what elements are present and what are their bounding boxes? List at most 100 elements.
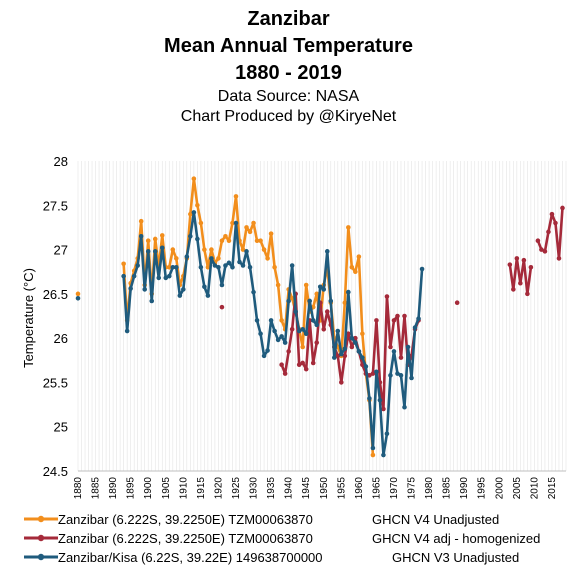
data-point — [356, 254, 362, 259]
data-point — [159, 233, 165, 238]
data-point — [303, 282, 309, 288]
data-point — [265, 348, 270, 353]
data-point — [553, 220, 558, 226]
data-point — [191, 176, 197, 182]
x-tick-label: 1925 — [231, 477, 242, 500]
legend-entry-v4-unadjusted: Zanzibar (6.222S, 39.2250E) TZM00063870 … — [0, 510, 577, 528]
data-point — [198, 220, 204, 226]
data-point — [195, 236, 200, 242]
y-tick-label: 25.5 — [43, 375, 68, 390]
data-point — [279, 318, 284, 323]
x-tick-label: 1905 — [161, 477, 172, 500]
chart-title-line-1: Zanzibar — [247, 8, 330, 30]
data-point — [170, 247, 176, 252]
y-tick-label: 26.5 — [43, 287, 68, 302]
data-point — [518, 280, 523, 286]
data-point — [145, 249, 151, 254]
data-point — [363, 364, 369, 369]
data-point — [226, 238, 232, 244]
data-point — [142, 287, 148, 292]
data-point — [381, 452, 386, 458]
data-point — [310, 318, 316, 323]
data-point — [335, 328, 341, 334]
data-point — [514, 256, 520, 261]
data-point — [314, 322, 320, 328]
data-point — [395, 371, 400, 376]
data-point — [314, 340, 320, 345]
data-point — [237, 259, 242, 265]
legend-swatch-v3-unadjusted — [24, 553, 58, 561]
data-point — [152, 249, 158, 254]
data-point — [289, 326, 295, 332]
x-tick-label: 1975 — [407, 477, 418, 500]
data-point — [251, 289, 256, 295]
y-tick-label: 27.5 — [43, 198, 68, 213]
data-point — [254, 238, 260, 244]
data-point — [181, 287, 186, 292]
chart-title-line-3: 1880 - 2019 — [235, 62, 342, 84]
data-point — [209, 247, 214, 252]
y-tick-label: 27 — [54, 243, 68, 258]
y-tick-label: 25 — [54, 420, 68, 435]
data-point — [384, 294, 390, 299]
data-point — [174, 256, 179, 261]
data-point — [331, 355, 337, 360]
data-point — [324, 249, 330, 254]
data-point — [342, 353, 348, 359]
data-point — [240, 247, 246, 252]
legend-name-v3-unadjusted: Zanzibar/Kisa (6.22S, 39.22E) 1496387000… — [58, 550, 323, 565]
data-point — [166, 273, 172, 279]
data-point — [188, 233, 193, 239]
data-point — [342, 346, 348, 352]
legend-source-v3-unadjusted: GHCN V3 Unadjusted — [392, 550, 520, 565]
data-point — [124, 328, 130, 334]
data-point — [528, 264, 534, 270]
data-point — [251, 220, 256, 226]
data-point — [328, 298, 334, 304]
data-point — [511, 287, 516, 292]
data-point — [356, 349, 362, 354]
x-tick-label: 1980 — [424, 477, 435, 500]
y-tick-label: 28 — [54, 154, 68, 169]
data-point — [198, 264, 204, 270]
x-tick-label: 1955 — [336, 477, 347, 500]
data-point — [339, 351, 344, 357]
y-axis-label: Temperature (°C) — [21, 268, 36, 368]
x-tick-label: 1965 — [371, 477, 382, 500]
data-point — [258, 238, 263, 244]
data-point — [370, 445, 376, 451]
y-tick-label: 26 — [54, 331, 68, 346]
series-layer — [75, 176, 565, 458]
data-point — [75, 295, 81, 301]
data-point — [205, 264, 211, 270]
data-point — [370, 371, 376, 376]
data-point — [223, 233, 228, 239]
data-point — [296, 362, 302, 368]
data-point — [145, 238, 151, 244]
data-point — [138, 233, 144, 239]
data-point — [272, 264, 277, 270]
data-point — [507, 262, 513, 267]
data-point — [384, 431, 390, 437]
x-tick-label: 2005 — [512, 477, 523, 500]
data-point — [360, 331, 365, 337]
data-point — [310, 360, 316, 366]
data-point — [539, 247, 544, 252]
data-point — [346, 289, 351, 295]
data-point — [388, 373, 393, 378]
y-tick-label: 24.5 — [43, 464, 68, 479]
data-point — [303, 331, 309, 337]
data-point — [230, 264, 235, 270]
data-point — [349, 344, 355, 350]
data-point — [282, 340, 288, 345]
data-point — [300, 344, 305, 350]
data-point — [202, 247, 207, 252]
legend-source-v4-adjusted: GHCN V4 adj - homogenized — [372, 531, 541, 546]
data-point — [360, 355, 365, 360]
data-point — [170, 264, 176, 270]
data-point — [258, 331, 263, 337]
data-point — [349, 264, 355, 270]
data-point — [324, 309, 330, 314]
data-point — [188, 211, 193, 217]
title-block: Zanzibar Mean Annual Temperature 1880 - … — [0, 6, 577, 127]
